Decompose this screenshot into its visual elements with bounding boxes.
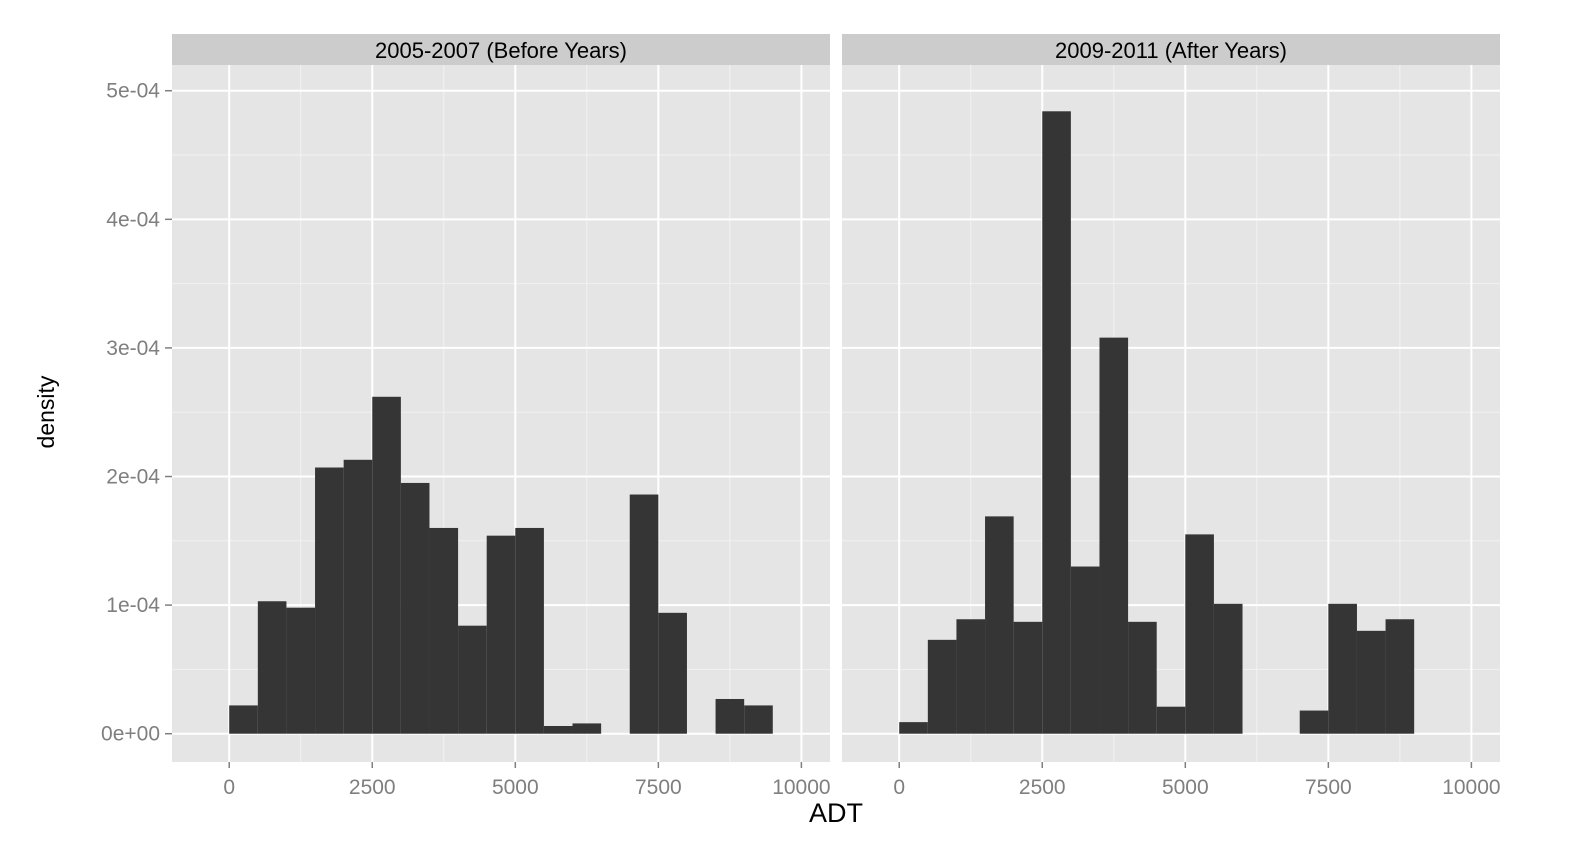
histogram-bar-1-19: [744, 705, 773, 734]
histogram-bar-2-3: [956, 619, 986, 734]
histogram-bar-1-5: [343, 459, 373, 734]
histogram-bar-1-3: [286, 607, 316, 734]
histogram-bar-2-18: [1385, 619, 1415, 734]
histogram-bar-1-9: [458, 625, 487, 734]
histogram-bar-1-2: [257, 601, 287, 734]
x-tick-label: 2500: [349, 776, 396, 799]
histogram-bar-1-18: [715, 698, 745, 734]
y-tick-label: 0e+00: [101, 723, 160, 746]
y-axis-title: density: [33, 375, 59, 448]
histogram-bar-2-15: [1299, 710, 1329, 734]
y-tick-label: 1e-04: [106, 594, 160, 617]
facet-panel-1: 2005-2007 (Before Years): [172, 34, 830, 762]
x-tick-label: 0: [223, 776, 235, 799]
histogram-bar-1-12: [543, 725, 573, 734]
histogram-bar-2-5: [1013, 621, 1043, 734]
histogram-bar-2-11: [1185, 534, 1214, 734]
histogram-bar-1-1: [229, 705, 258, 734]
facet-strip: [172, 34, 830, 65]
x-tick-label: 5000: [1162, 776, 1209, 799]
histogram-bar-1-7: [400, 482, 430, 734]
histogram-bar-1-15: [629, 494, 659, 734]
histogram-bar-2-7: [1070, 566, 1100, 734]
x-tick-label: 7500: [1305, 776, 1352, 799]
x-tick-label: 7500: [635, 776, 682, 799]
x-tick-label: 2500: [1019, 776, 1066, 799]
histogram-bar-1-8: [429, 527, 459, 734]
facet-panel-2: 2009-2011 (After Years): [842, 34, 1500, 762]
histogram-bar-2-16: [1328, 603, 1357, 734]
x-tick-label: 10000: [1442, 776, 1500, 799]
histogram-bar-2-9: [1128, 621, 1157, 734]
histogram-bar-1-11: [515, 527, 544, 734]
histogram-bar-2-8: [1099, 337, 1129, 734]
histogram-bar-1-6: [372, 396, 401, 734]
y-tick-label: 4e-04: [106, 208, 160, 231]
histogram-bar-2-4: [985, 516, 1014, 734]
x-tick-label: 0: [893, 776, 905, 799]
x-tick-label: 5000: [492, 776, 539, 799]
histogram-bar-2-10: [1156, 706, 1186, 734]
y-tick-label: 5e-04: [106, 80, 160, 103]
histogram-bar-1-10: [486, 535, 516, 734]
histogram-bar-1-4: [315, 467, 344, 734]
histogram-bar-2-1: [899, 722, 928, 734]
x-tick-label: 10000: [772, 776, 830, 799]
histogram-bar-2-17: [1356, 630, 1386, 734]
histogram-bar-2-6: [1042, 111, 1071, 734]
facet-strip-label: 2009-2011 (After Years): [1055, 38, 1287, 63]
y-tick-label: 2e-04: [106, 466, 160, 489]
facet-strip-label: 2005-2007 (Before Years): [375, 38, 627, 63]
histogram-bar-2-2: [927, 639, 957, 734]
histogram-bar-1-13: [572, 723, 602, 734]
y-tick-label: 3e-04: [106, 337, 160, 360]
facet-strip: [842, 34, 1500, 65]
histogram-bar-2-12: [1213, 603, 1243, 734]
histogram-bar-1-16: [658, 612, 687, 734]
x-axis-title: ADT: [809, 798, 863, 828]
